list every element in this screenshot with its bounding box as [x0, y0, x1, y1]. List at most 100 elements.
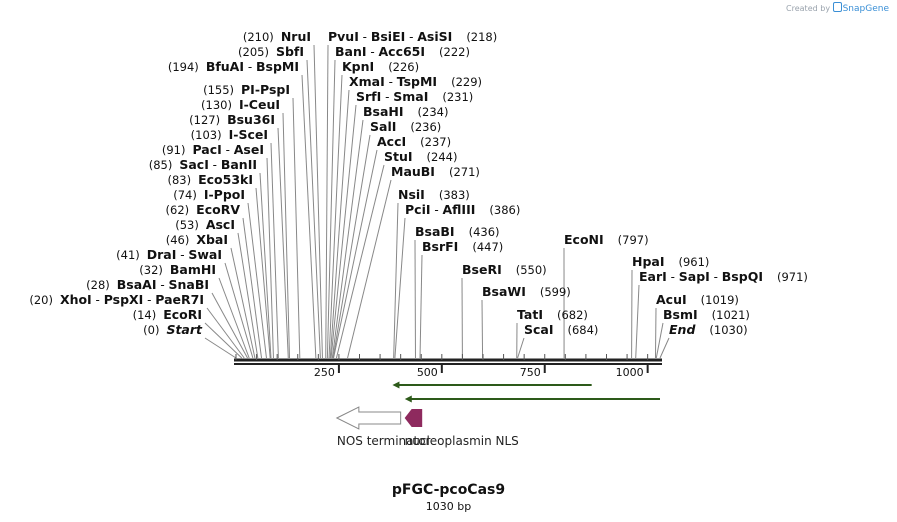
site-line-ecori [204, 322, 243, 359]
site-position: (1019) [701, 293, 739, 307]
site-position: (797) [618, 233, 649, 247]
name-separator: - [92, 293, 104, 307]
site-name-asci: AscI [206, 217, 235, 232]
site-label-eco53ki: (83) Eco53kI [167, 172, 253, 187]
site-line-i-scei [270, 142, 279, 359]
site-label-start: (0) Start [143, 322, 203, 337]
name-separator: - [710, 270, 722, 284]
name-separator: - [367, 45, 379, 59]
sequence-backbone: 250 500 750 1000 [234, 354, 662, 379]
site-label-srfi-smai: SrfI - SmaI (231) [356, 89, 473, 104]
site-name-ecorv: EcoRV [196, 202, 240, 217]
site-name-i-ceui: I-CeuI [239, 97, 280, 112]
site-position: (32) [139, 263, 163, 277]
name-separator: - [667, 270, 679, 284]
site-label-acui: AcuI (1019) [656, 292, 739, 307]
site-label-kpni: KpnI (226) [342, 59, 419, 74]
site-name-pspxi: PspXI [104, 292, 144, 307]
site-position: (85) [149, 158, 173, 172]
site-name-nrui: NruI [281, 29, 311, 44]
site-position: (271) [449, 165, 480, 179]
site-label-paci-asei: (91) PacI - AseI [162, 142, 264, 157]
site-position: (234) [418, 105, 449, 119]
site-name-acc65i: Acc65I [378, 44, 425, 59]
site-line-drai-swai [224, 262, 254, 359]
site-name-saci: SacI [179, 157, 209, 172]
credit-brand: SnapGene [842, 4, 889, 14]
site-name-i-ppoi: I-PpoI [204, 187, 245, 202]
site-position: (194) [168, 60, 199, 74]
site-position: (386) [489, 203, 520, 217]
tick-label-1000: 1000 [616, 366, 644, 379]
tick-label-250: 250 [314, 366, 335, 379]
site-name-acci: AccI [377, 134, 406, 149]
primer-2-head-icon [404, 395, 412, 403]
site-line-sbfi [306, 59, 321, 359]
site-label-drai-swai: (41) DraI - SwaI [116, 247, 222, 262]
site-position: (127) [189, 113, 220, 127]
site-line-pi-pspi [292, 97, 301, 359]
site-name-kpni: KpnI [342, 59, 374, 74]
primer-2-arrow [404, 395, 660, 403]
site-label-bsahi: BsaHI (234) [363, 104, 448, 119]
site-line-bani-acc65i [326, 59, 336, 359]
site-position: (155) [203, 83, 234, 97]
site-label-scai: ScaI (684) [524, 322, 598, 337]
site-name-acui: AcuI [656, 292, 687, 307]
name-separator: - [385, 75, 397, 89]
site-line-bamhi [218, 277, 250, 359]
site-label-pvui-bsiei-asisi: PvuI - BsiEI - AsiSI (218) [328, 29, 497, 44]
site-label-pi-pspi: (155) PI-PspI [203, 82, 290, 97]
site-position: (218) [466, 30, 497, 44]
map-length: 1030 bp [425, 500, 472, 513]
site-position: (237) [420, 135, 451, 149]
site-label-acci: AccI (237) [377, 134, 451, 149]
site-label-tati: TatI (682) [517, 307, 588, 322]
site-line-eari-sapi-bspqi [635, 284, 640, 359]
site-position: (210) [243, 30, 274, 44]
site-line-xmai-tspmi [329, 89, 350, 359]
site-line-nsii [393, 202, 399, 359]
name-separator: - [381, 90, 393, 104]
site-label-end: End (1030) [669, 322, 748, 337]
site-name-tati: TatI [517, 307, 543, 322]
site-position: (20) [29, 293, 53, 307]
site-name-asisi: AsiSI [417, 29, 452, 44]
site-name-pvui: PvuI [328, 29, 359, 44]
nucleoplasmin-nls-feature: nucleoplasmin NLS [404, 409, 519, 448]
site-name-bseri: BseRI [462, 262, 502, 277]
site-name-sbfi: SbfI [276, 44, 304, 59]
site-label-bsabi: BsaBI (436) [415, 224, 500, 239]
nucleoplasmin-nls-arrow [404, 409, 423, 427]
site-line-scai [517, 337, 525, 359]
site-line-acui [654, 307, 657, 359]
site-labels: (0) Start (14) EcoRI (20) XhoI - PspXI - PaeR… [29, 29, 808, 337]
site-name-eco53ki: Eco53kI [198, 172, 253, 187]
site-name-bamhi: BamHI [170, 262, 216, 277]
site-line-pcii-afliii [394, 217, 406, 359]
site-line-eco53ki [255, 187, 271, 359]
site-label-bsrfi: BsrFI (447) [422, 239, 503, 254]
site-name-tspmi: TspMI [397, 74, 437, 89]
site-name-afliii: AflIII [442, 202, 475, 217]
primer-arrows [392, 381, 660, 403]
site-position: (226) [388, 60, 419, 74]
site-label-sbfi: (205) SbfI [238, 44, 304, 59]
site-name-smai: SmaI [393, 89, 428, 104]
site-label-econi: EcoNI (797) [564, 232, 649, 247]
site-label-ecorv: (62) EcoRV [166, 202, 241, 217]
site-line-saci-banii [259, 172, 272, 359]
name-separator: - [244, 60, 256, 74]
site-label-i-ceui: (130) I-CeuI [201, 97, 280, 112]
site-label-bani-acc65i: BanI - Acc65I (222) [335, 44, 470, 59]
site-label-i-ppoi: (74) I-PpoI [173, 187, 245, 202]
site-name-asei: AseI [234, 142, 264, 157]
site-position: (383) [439, 188, 470, 202]
site-line-i-ceui [282, 112, 291, 359]
site-line-bsaai-snabi [211, 292, 248, 359]
site-name-bsawi: BsaWI [482, 284, 526, 299]
site-label-nsii: NsiI (383) [398, 187, 470, 202]
site-line-bfuai-bspmi [301, 74, 317, 359]
site-position: (971) [777, 270, 808, 284]
site-line-kpni [328, 74, 343, 359]
